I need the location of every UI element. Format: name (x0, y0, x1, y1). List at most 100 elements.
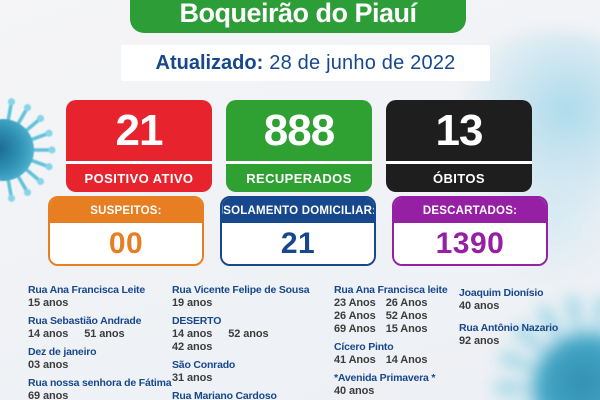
case-place-name: Rua Antônio Nazario (459, 322, 559, 334)
age-row: 14 anos 52 anos (172, 328, 324, 341)
case-age: 69 anos (28, 390, 69, 400)
case-place-name: Rua Ana Francisca leite (334, 284, 448, 296)
case-entry: São Conrado 31 anos (172, 358, 324, 385)
case-place-name: Cícero Pinto (334, 341, 394, 353)
substat-value: 21 (280, 226, 316, 260)
substat-body: 1390 (394, 223, 546, 264)
stat-label: ÓBITOS (432, 170, 485, 186)
updated-label: Atualizado: (155, 51, 264, 74)
case-age: 51 anos (84, 328, 125, 340)
case-entry: Rua Antônio Nazario 92 anos (459, 321, 589, 348)
case-place-name: Rua Sebastião Andrade (28, 315, 142, 327)
case-age: 42 anos (172, 341, 213, 353)
stat-label: RECUPERADOS (246, 170, 352, 186)
city-banner: Boqueirão do Piauí (130, 0, 466, 33)
stat-divider (226, 161, 372, 164)
stat-value: 13 (435, 105, 484, 155)
case-column: Rua Ana Francisca leite 23 Anos 26 Anos 26… (334, 283, 456, 400)
case-age: 52 anos (228, 328, 269, 340)
case-place-name: DESERTO (172, 315, 222, 327)
substat-value: 00 (108, 226, 144, 260)
case-age: 14 anos (172, 328, 213, 340)
case-place-name: Joaquim Dionísio (459, 287, 544, 299)
case-age: 15 Anos (385, 323, 428, 335)
case-entry: Rua Mariano Cardoso 31 anos (172, 389, 324, 400)
age-row: 40 anos (334, 385, 456, 398)
case-place-name: Rua nossa senhora de Fátima (28, 377, 172, 389)
case-place-name: *Avenida Primavera * (334, 372, 436, 384)
stat-value: 888 (263, 105, 335, 155)
age-row: 14 anos 51 anos (28, 328, 170, 341)
case-entry: Dez de janeiro 03 anos (28, 345, 170, 372)
case-place-name: São Conrado (172, 359, 236, 371)
case-entry: Rua Vicente Felipe de Sousa 19 anos (172, 283, 324, 310)
case-column: Rua Vicente Felipe de Sousa 19 anos DESE… (172, 283, 324, 400)
case-entry: DESERTO 14 anos 52 anos 42 anos (172, 314, 324, 354)
case-place-name: Rua Ana Francisca Leite (28, 284, 145, 296)
stat-label: POSITIVO ATIVO (84, 170, 194, 186)
stat-divider (66, 161, 212, 164)
age-row: 69 Anos 15 Anos (334, 323, 456, 336)
case-age: 92 anos (459, 335, 500, 347)
case-age: 26 Anos (334, 310, 376, 322)
age-row: 41 Anos 14 Anos (334, 354, 456, 367)
cases-section: Rua Ana Francisca Leite 15 anos Rua Seba… (28, 283, 588, 400)
age-row: 31 anos (172, 372, 324, 385)
updated-bar: Atualizado: 28 de junho de 2022 (121, 45, 490, 81)
age-row: 03 anos (28, 359, 170, 372)
age-row: 19 anos (172, 297, 324, 310)
case-age: 40 anos (334, 385, 375, 397)
case-age: 69 Anos (334, 323, 376, 335)
substat-value: 1390 (435, 226, 505, 260)
stats-row: 21 POSITIVO ATIVO 888 RECUPERADOS 13 ÓBI… (66, 100, 532, 192)
stat-card: 888 RECUPERADOS (226, 100, 372, 192)
case-entry: Rua nossa senhora de Fátima 69 anos (28, 376, 172, 400)
case-age: 19 anos (172, 297, 213, 309)
coronavirus-icon-left (0, 98, 56, 202)
age-row: 23 Anos 26 Anos (334, 297, 456, 310)
case-entry: Rua Ana Francisca leite 23 Anos 26 Anos 26… (334, 283, 456, 336)
age-row: 69 anos (28, 390, 170, 400)
substats-row: SUSPEITOS: 00 ISOLAMENTO DOMICILIAR: 21 … (48, 196, 548, 266)
stat-card: 21 POSITIVO ATIVO (66, 100, 212, 192)
age-row: 15 anos (28, 297, 170, 310)
case-place-name: Dez de janeiro (28, 346, 97, 358)
case-column: Rua Ana Francisca Leite 15 anos Rua Seba… (28, 283, 172, 400)
case-age: 26 Anos (385, 297, 428, 309)
substat-body: 21 (222, 223, 374, 264)
age-row: 40 anos (459, 300, 589, 313)
updated-date: 28 de junho de 2022 (269, 51, 456, 74)
substat-card: ISOLAMENTO DOMICILIAR: 21 (220, 196, 376, 266)
age-row: 92 anos (459, 335, 589, 348)
case-age: 41 Anos (334, 354, 376, 366)
case-age: 23 Anos (334, 297, 376, 309)
case-age: 14 Anos (385, 354, 428, 366)
case-age: 15 anos (28, 297, 69, 309)
substat-label: ISOLAMENTO DOMICILIAR: (222, 198, 374, 223)
stat-card: 13 ÓBITOS (386, 100, 532, 192)
page-title: Boqueirão do Piauí (179, 0, 417, 28)
case-age: 03 anos (28, 359, 69, 371)
case-column: Joaquim Dionísio 40 anos Rua Antônio Naz… (459, 283, 589, 356)
stat-value: 21 (115, 105, 164, 155)
case-age: 40 anos (459, 300, 500, 312)
case-entry: Rua Ana Francisca Leite 15 anos (28, 283, 170, 310)
substat-label: SUSPEITOS: (50, 198, 202, 223)
case-entry: Cícero Pinto 41 Anos 14 Anos (334, 340, 456, 367)
case-entry: Rua Sebastião Andrade 14 anos 51 anos (28, 314, 170, 341)
case-age: 52 Anos (385, 310, 428, 322)
stat-divider (386, 161, 532, 164)
substat-label: DESCARTADOS: (394, 198, 546, 223)
substat-card: DESCARTADOS: 1390 (392, 196, 548, 266)
case-place-name: Rua Mariano Cardoso (172, 390, 277, 400)
case-age: 31 anos (172, 372, 213, 384)
substat-card: SUSPEITOS: 00 (48, 196, 204, 266)
case-entry: Joaquim Dionísio 40 anos (459, 286, 589, 313)
age-row: 26 Anos 52 Anos (334, 310, 456, 323)
age-row: 42 anos (172, 341, 324, 354)
case-place-name: Rua Vicente Felipe de Sousa (172, 284, 310, 296)
case-entry: *Avenida Primavera * 40 anos (334, 371, 456, 398)
case-age: 14 anos (28, 328, 69, 340)
substat-body: 00 (50, 223, 202, 264)
